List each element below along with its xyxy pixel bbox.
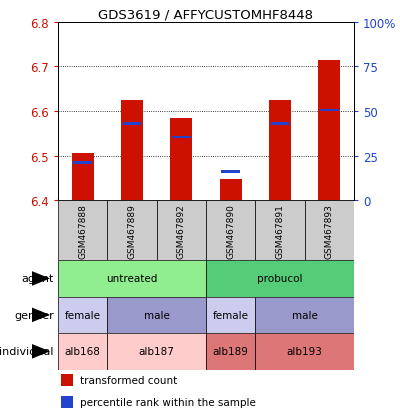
Bar: [58, 333, 107, 370]
Bar: [58, 261, 206, 297]
Text: untreated: untreated: [106, 274, 158, 284]
Bar: [255, 297, 354, 333]
Bar: [107, 201, 157, 261]
Text: alb168: alb168: [65, 347, 101, 356]
Text: alb187: alb187: [139, 347, 175, 356]
Bar: [157, 201, 206, 261]
Bar: [206, 201, 255, 261]
Bar: [72, 154, 94, 201]
Bar: [220, 180, 242, 201]
Polygon shape: [32, 271, 50, 286]
Bar: [170, 119, 192, 201]
Text: GSM467893: GSM467893: [325, 203, 334, 258]
Bar: [61, 396, 73, 408]
Bar: [221, 171, 240, 173]
Text: male: male: [292, 310, 318, 320]
Bar: [73, 162, 92, 165]
Text: female: female: [65, 310, 101, 320]
Polygon shape: [32, 308, 50, 323]
Text: GSM467890: GSM467890: [226, 203, 235, 258]
Bar: [318, 61, 340, 201]
Polygon shape: [32, 344, 50, 359]
Title: GDS3619 / AFFYCUSTOMHF8448: GDS3619 / AFFYCUSTOMHF8448: [98, 9, 314, 21]
Text: gender: gender: [14, 310, 54, 320]
Text: male: male: [144, 310, 170, 320]
Text: GSM467888: GSM467888: [78, 203, 87, 258]
Bar: [206, 261, 354, 297]
Text: GSM467891: GSM467891: [276, 203, 284, 258]
Text: GSM467892: GSM467892: [177, 203, 186, 258]
Bar: [58, 297, 107, 333]
Text: probucol: probucol: [257, 274, 303, 284]
Bar: [61, 374, 73, 386]
Text: alb189: alb189: [213, 347, 249, 356]
Text: GSM467889: GSM467889: [128, 203, 136, 258]
Text: female: female: [213, 310, 249, 320]
Bar: [122, 123, 142, 126]
Bar: [270, 123, 290, 126]
Bar: [320, 109, 339, 112]
Text: alb193: alb193: [287, 347, 323, 356]
Bar: [269, 101, 291, 201]
Text: agent: agent: [22, 274, 54, 284]
Bar: [107, 333, 206, 370]
Bar: [206, 297, 255, 333]
Bar: [58, 201, 107, 261]
Bar: [255, 333, 354, 370]
Bar: [255, 201, 305, 261]
Text: individual: individual: [0, 347, 54, 356]
Text: percentile rank within the sample: percentile rank within the sample: [80, 397, 256, 407]
Bar: [305, 201, 354, 261]
Bar: [172, 136, 191, 139]
Bar: [107, 297, 206, 333]
Text: transformed count: transformed count: [80, 375, 178, 385]
Bar: [121, 101, 143, 201]
Bar: [206, 333, 255, 370]
